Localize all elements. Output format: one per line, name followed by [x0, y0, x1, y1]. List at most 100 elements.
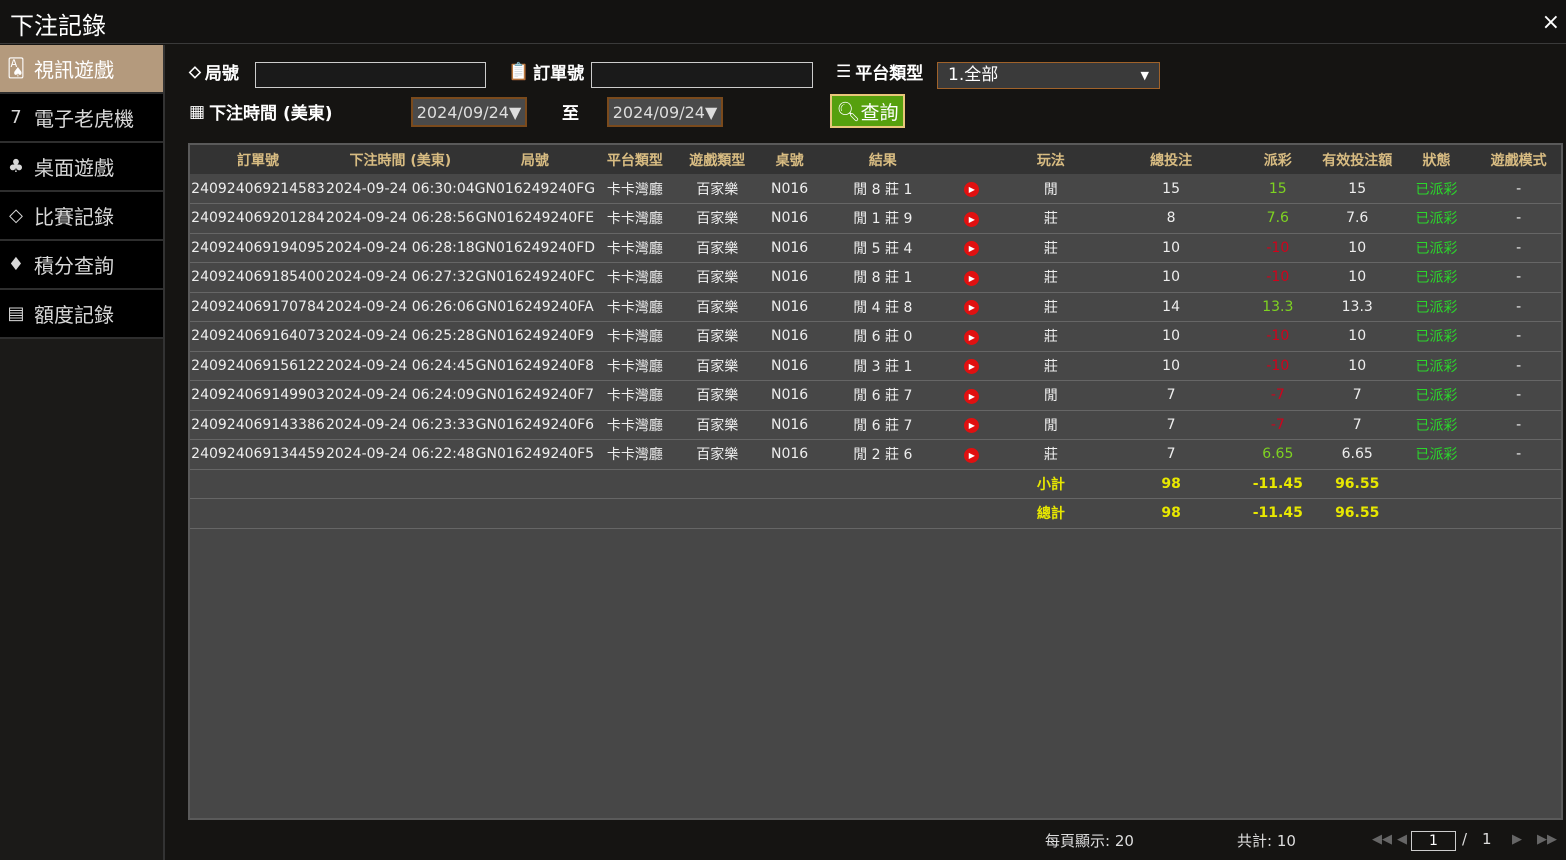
table-cell: [325, 498, 475, 529]
date-to-picker[interactable]: 2024/09/24▼: [607, 97, 723, 127]
close-icon[interactable]: ×: [1541, 10, 1560, 35]
table-cell: 閒 1 莊 9: [819, 203, 947, 234]
table-cell: 閒 3 莊 1: [819, 351, 947, 381]
table-cell: 閒 6 莊 7: [819, 380, 947, 411]
table-cell: 15: [1104, 174, 1239, 204]
table-cell: 閒: [997, 410, 1105, 440]
table-cell: -: [1476, 233, 1561, 263]
sidebar-item-label: 額度記錄: [34, 303, 114, 327]
sidebar-item-5[interactable]: ▤ 額度記錄: [0, 290, 163, 339]
page-input[interactable]: 1: [1411, 831, 1456, 851]
sidebar-item-1[interactable]: 7 電子老虎機: [0, 94, 163, 143]
column-header: 下注時間 (美東): [325, 145, 475, 174]
table-cell: N016: [759, 233, 820, 263]
table-cell: 7: [1104, 410, 1239, 440]
column-header: [946, 145, 998, 174]
table-row: 240924069214583 2024-09-24 06:30:04 GN0162…: [190, 174, 1561, 204]
table-cell: 莊: [997, 321, 1105, 352]
table-cell: 10: [1317, 351, 1397, 381]
replay-cell: ▶: [946, 203, 998, 234]
table-cell: 閒 2 莊 6: [819, 439, 947, 470]
table-cell: N016: [759, 439, 820, 470]
table-cell: 10: [1317, 262, 1397, 293]
sidebar-item-0[interactable]: 🂡 視訊遊戲: [0, 45, 163, 94]
sidebar-item-3[interactable]: ◇ 比賽記錄: [0, 192, 163, 241]
round-input[interactable]: [255, 62, 486, 88]
sidebar-item-4[interactable]: ♦ 積分查詢: [0, 241, 163, 290]
table-cell: -7: [1238, 380, 1318, 411]
table-cell: 2024-09-24 06:28:56: [325, 203, 475, 234]
to-label: 至: [562, 104, 579, 124]
table-cell: 百家樂: [674, 262, 760, 293]
sidebar-item-label: 積分查詢: [34, 254, 114, 278]
page-separator: /: [1462, 830, 1468, 848]
column-header: 遊戲模式: [1476, 145, 1561, 174]
table-cell: 2024-09-24 06:30:04: [325, 174, 475, 204]
table-cell: 15: [1317, 174, 1397, 204]
subtotal-row: 小計 98 -11.45 96.55: [190, 469, 1561, 499]
table-cell: 6.65: [1238, 439, 1318, 470]
table-cell: 7: [1317, 380, 1397, 411]
column-header: 玩法: [997, 145, 1105, 174]
play-replay-icon[interactable]: ▶: [964, 211, 980, 227]
table-cell: [474, 498, 596, 529]
search-icon: 🔍︎: [836, 100, 861, 123]
play-replay-icon[interactable]: ▶: [964, 447, 980, 463]
table-cell: 卡卡灣廳: [595, 262, 675, 293]
table-cell: 百家樂: [674, 233, 760, 263]
play-replay-icon[interactable]: ▶: [964, 270, 980, 286]
next-page-icon[interactable]: ▶: [1512, 832, 1522, 847]
chevron-down-icon: ▼: [1140, 69, 1149, 82]
time-label: ▦ 下注時間 (美東): [189, 101, 333, 125]
table-cell: -10: [1238, 262, 1318, 293]
play-replay-icon[interactable]: ▶: [964, 359, 980, 375]
play-replay-icon[interactable]: ▶: [964, 329, 980, 345]
sidebar-item-2[interactable]: ♣ 桌面遊戲: [0, 143, 163, 192]
table-row: 240924069156122 2024-09-24 06:24:45 GN0162…: [190, 351, 1561, 381]
table-cell: 2024-09-24 06:25:28: [325, 321, 475, 352]
table-cell: 2024-09-24 06:22:48: [325, 439, 475, 470]
play-replay-icon[interactable]: ▶: [964, 388, 980, 404]
table-cell: 莊: [997, 292, 1105, 322]
table-cell: [946, 469, 998, 499]
last-page-icon[interactable]: ▶▶: [1537, 832, 1557, 847]
replay-cell: ▶: [946, 439, 998, 470]
table-cell: GN016249240F9: [474, 321, 596, 352]
calendar-icon: ▦: [189, 101, 206, 122]
table-cell: 百家樂: [674, 174, 760, 204]
main-panel: ⬦ 局號 📋 訂單號 ☰ 平台類型 1.全部 ▼ ▦ 下注時間 (美東) 2024/09/…: [165, 45, 1566, 860]
query-button[interactable]: 🔍︎ 查詢: [830, 94, 905, 128]
table-cell: 卡卡灣廳: [595, 380, 675, 411]
table-cell: 閒 4 莊 8: [819, 292, 947, 322]
table-cell: GN016249240F5: [474, 439, 596, 470]
sidebar-item-label: 比賽記錄: [34, 205, 114, 229]
document-icon: ▤: [7, 303, 25, 324]
table-cell: [474, 469, 596, 499]
prev-page-icon[interactable]: ◀: [1397, 832, 1407, 847]
order-input[interactable]: [591, 62, 813, 88]
play-replay-icon[interactable]: ▶: [964, 300, 980, 316]
table-cell: 閒 8 莊 1: [819, 262, 947, 293]
play-replay-icon[interactable]: ▶: [964, 182, 980, 197]
table-cell: 96.55: [1317, 498, 1397, 529]
replay-cell: ▶: [946, 351, 998, 381]
date-from-picker[interactable]: 2024/09/24▼: [411, 97, 527, 127]
table-cell: 已派彩: [1396, 292, 1477, 322]
table-cell: [595, 469, 675, 499]
table-cell: -: [1476, 203, 1561, 234]
table-cell: 莊: [997, 262, 1105, 293]
play-replay-icon[interactable]: ▶: [964, 418, 980, 434]
platform-select[interactable]: 1.全部 ▼: [937, 62, 1160, 89]
table-cell: N016: [759, 174, 820, 204]
first-page-icon[interactable]: ◀◀: [1372, 832, 1392, 847]
total-count: 共計: 10: [1237, 832, 1296, 850]
replay-cell: ▶: [946, 262, 998, 293]
table-cell: 240924069170784: [190, 292, 326, 322]
table-cell: 240924069185400: [190, 262, 326, 293]
table-cell: -11.45: [1238, 498, 1318, 529]
table-cell: [819, 498, 947, 529]
table-cell: 98: [1104, 498, 1239, 529]
play-replay-icon[interactable]: ▶: [964, 241, 980, 257]
replay-cell: ▶: [946, 292, 998, 322]
table-cell: 7.6: [1317, 203, 1397, 234]
